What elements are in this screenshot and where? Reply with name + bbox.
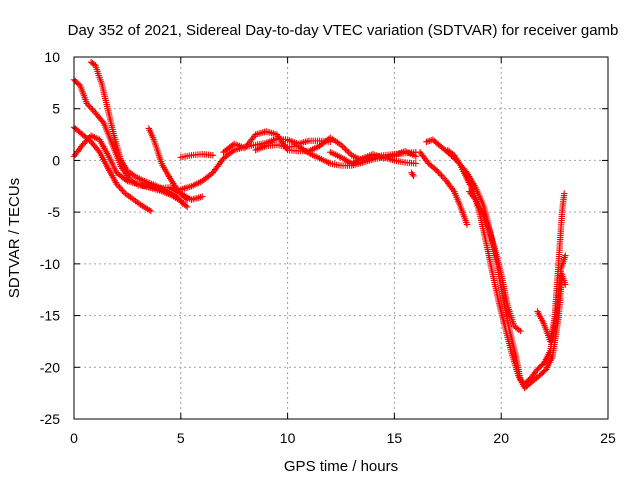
series-arc-7 [177, 135, 334, 193]
x-tick-label: 15 [387, 430, 403, 446]
series-arc-13 [444, 146, 569, 392]
series-markers [466, 188, 524, 335]
y-tick-label: 5 [52, 101, 60, 117]
series-arc-15 [534, 190, 568, 345]
series-markers [145, 125, 191, 203]
series-markers [534, 190, 568, 345]
series-arc-6 [177, 151, 216, 161]
y-tick-label: 10 [44, 49, 60, 65]
series-arc-4 [87, 59, 187, 208]
y-tick-label: -10 [40, 256, 60, 272]
series-markers [444, 146, 569, 392]
series-arc-12 [416, 149, 471, 228]
x-axis-title: GPS time / hours [284, 458, 398, 475]
series-arc-16 [408, 169, 417, 180]
y-axis-title: SDTVAR / TECUs [6, 178, 23, 298]
x-tick-label: 0 [70, 430, 78, 446]
chart-title: Day 352 of 2021, Sidereal Day-to-day VTE… [68, 22, 619, 39]
y-tick-label: -15 [40, 308, 60, 324]
series-arc-14 [466, 188, 524, 335]
series-markers [87, 59, 187, 208]
x-tick-label: 10 [280, 430, 296, 446]
x-tick-label: 25 [600, 430, 616, 446]
x-tick-label: 20 [493, 430, 509, 446]
axis-ticks: 0 5 10 15 20 25 -25 -20 -15 -10 -5 0 5 10 [40, 49, 616, 446]
grid [74, 57, 608, 419]
plot-frame [73, 56, 609, 420]
x-tick-label: 5 [177, 430, 185, 446]
series-arc-10 [327, 147, 419, 167]
series-markers [408, 169, 417, 180]
series-markers [327, 147, 419, 167]
y-tick-label: 0 [52, 152, 60, 168]
series-arc-5 [145, 125, 191, 203]
y-tick-label: -5 [48, 204, 61, 220]
series-markers [177, 151, 216, 161]
y-tick-label: -20 [40, 359, 60, 375]
series-markers [416, 149, 471, 228]
y-tick-label: -25 [40, 411, 60, 427]
series-markers [177, 135, 334, 193]
